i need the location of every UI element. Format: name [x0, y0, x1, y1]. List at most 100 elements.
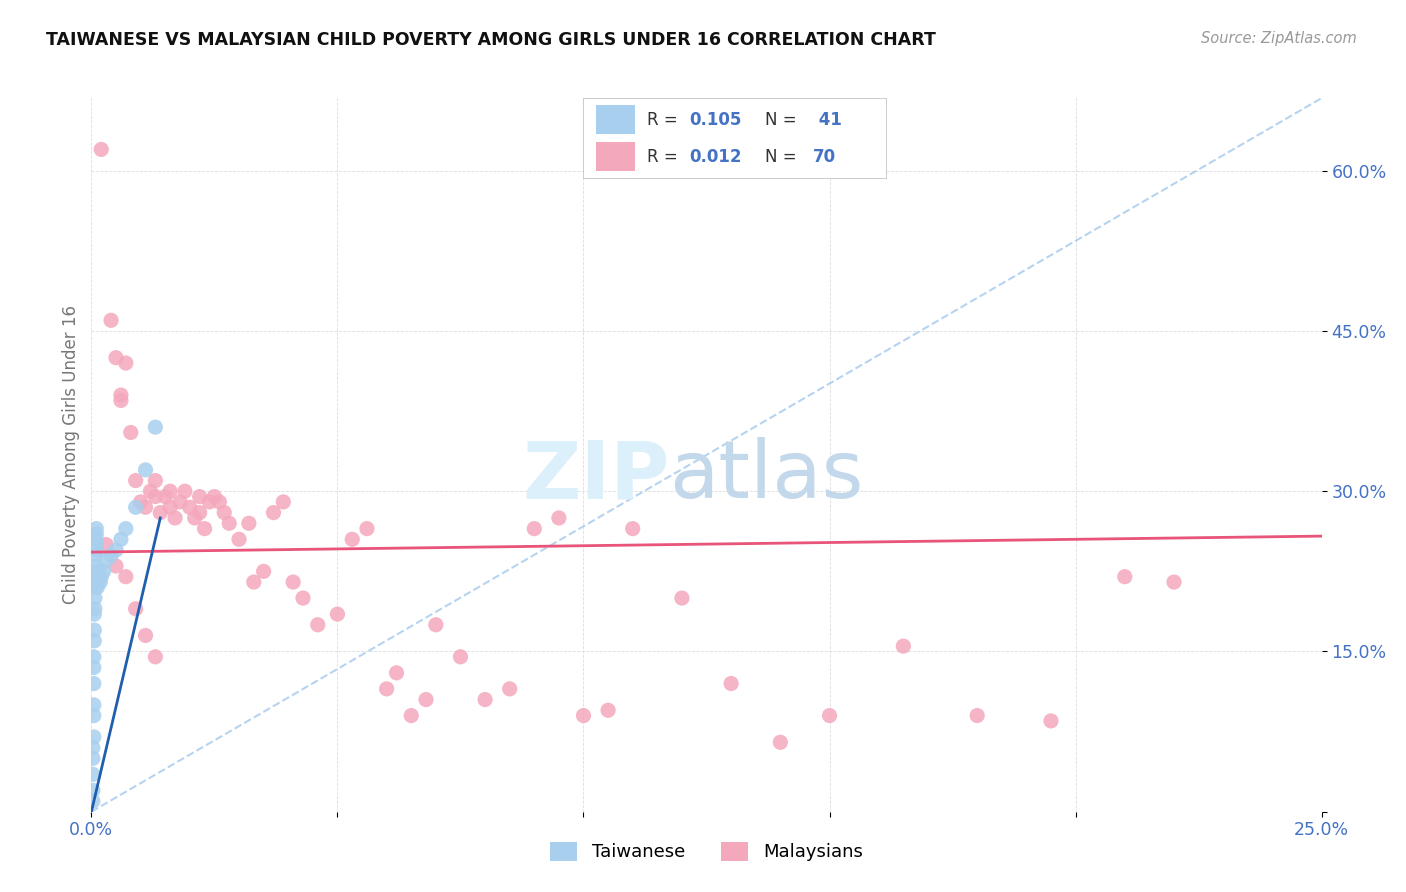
Point: [174, 484, 197, 499]
Point: [498, 681, 520, 696]
Text: N =: N =: [765, 111, 801, 128]
Point: [238, 516, 260, 531]
Point: [96, 538, 117, 552]
Point: [159, 500, 181, 515]
Point: [572, 708, 595, 723]
Point: [326, 607, 349, 621]
Point: [93, 565, 115, 579]
Point: [596, 703, 619, 717]
Point: [120, 425, 142, 440]
Point: [188, 506, 211, 520]
Text: N =: N =: [765, 148, 801, 166]
Point: [82, 783, 104, 797]
Point: [169, 495, 191, 509]
Point: [307, 617, 329, 632]
Point: [198, 495, 221, 509]
Y-axis label: Child Poverty Among Girls Under 16: Child Poverty Among Girls Under 16: [62, 305, 80, 605]
Point: [281, 575, 304, 590]
Point: [96, 554, 117, 568]
Point: [83, 633, 105, 648]
Point: [818, 708, 841, 723]
Point: [83, 676, 105, 690]
Point: [135, 500, 156, 515]
Text: ZIP: ZIP: [523, 437, 669, 516]
Point: [105, 559, 127, 574]
Text: R =: R =: [647, 111, 683, 128]
Point: [83, 730, 105, 744]
Point: [89, 575, 111, 590]
Point: [83, 708, 105, 723]
Text: Source: ZipAtlas.com: Source: ZipAtlas.com: [1201, 31, 1357, 46]
Point: [183, 511, 207, 525]
Point: [769, 735, 792, 749]
Point: [891, 639, 914, 653]
Point: [208, 495, 231, 509]
Point: [153, 490, 177, 504]
Point: [145, 474, 166, 488]
Point: [110, 533, 132, 547]
Point: [523, 522, 546, 536]
Point: [159, 484, 181, 499]
Text: R =: R =: [647, 148, 683, 166]
Point: [145, 649, 166, 664]
Point: [84, 565, 107, 579]
Point: [135, 628, 156, 642]
Point: [253, 565, 276, 579]
Point: [82, 767, 104, 781]
Bar: [596, 142, 636, 171]
Point: [84, 570, 107, 584]
Point: [114, 570, 138, 584]
Text: TAIWANESE VS MALAYSIAN CHILD POVERTY AMONG GIRLS UNDER 16 CORRELATION CHART: TAIWANESE VS MALAYSIAN CHILD POVERTY AMO…: [46, 31, 936, 49]
Point: [228, 533, 250, 547]
Point: [83, 591, 105, 605]
Point: [242, 575, 264, 590]
Point: [145, 420, 166, 434]
Point: [86, 581, 108, 595]
Point: [474, 692, 496, 706]
Point: [385, 665, 408, 680]
Point: [966, 708, 988, 723]
Text: 0.105: 0.105: [689, 111, 742, 128]
Point: [291, 591, 314, 605]
Point: [87, 565, 110, 579]
Point: [83, 660, 105, 674]
Point: [193, 522, 217, 536]
Text: 41: 41: [813, 111, 842, 128]
Point: [547, 511, 569, 525]
Point: [86, 570, 108, 584]
Text: atlas: atlas: [669, 437, 863, 516]
Point: [124, 500, 146, 515]
Point: [83, 623, 105, 637]
Point: [86, 538, 108, 552]
Point: [720, 676, 742, 690]
Point: [179, 500, 201, 515]
Point: [124, 474, 146, 488]
Point: [100, 549, 122, 563]
Point: [1163, 575, 1185, 590]
Point: [139, 484, 162, 499]
Point: [262, 506, 284, 520]
Point: [356, 522, 378, 536]
Point: [82, 740, 104, 755]
Point: [90, 570, 112, 584]
Point: [82, 794, 104, 808]
Point: [86, 522, 108, 536]
Point: [86, 527, 108, 541]
Point: [218, 516, 240, 531]
Point: [621, 522, 644, 536]
Point: [84, 575, 107, 590]
Point: [425, 617, 447, 632]
Point: [163, 511, 186, 525]
Point: [84, 581, 107, 595]
Point: [202, 490, 225, 504]
Point: [105, 543, 127, 558]
Point: [129, 495, 152, 509]
Point: [105, 351, 127, 365]
Point: [90, 142, 112, 156]
Point: [83, 649, 105, 664]
Point: [1039, 714, 1063, 728]
Point: [1114, 570, 1136, 584]
Point: [415, 692, 437, 706]
Point: [188, 490, 211, 504]
Point: [84, 559, 107, 574]
